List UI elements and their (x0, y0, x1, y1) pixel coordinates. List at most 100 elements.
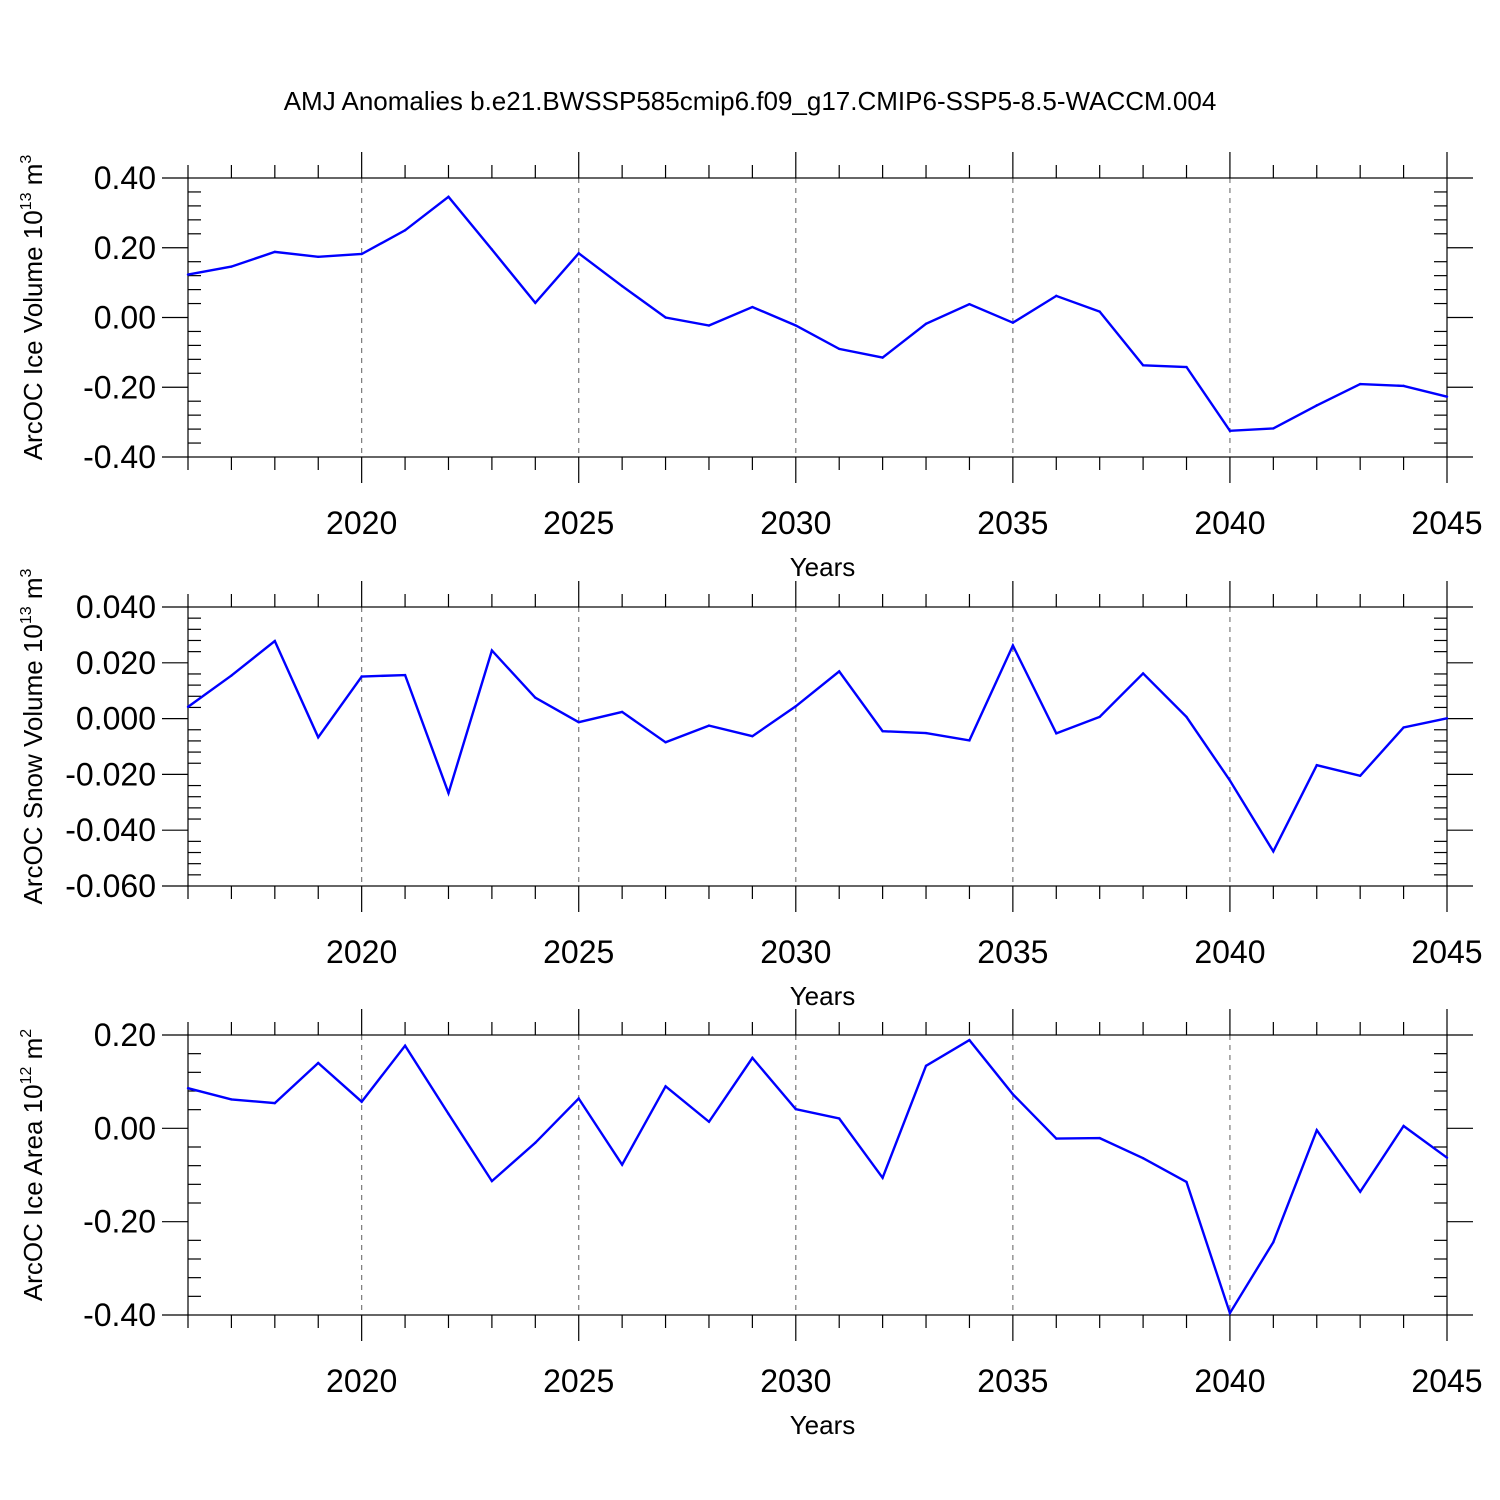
y-axis-label: ArcOC Snow Volume 1013 m3 (18, 568, 48, 904)
data-point (1272, 850, 1275, 853)
y-axis-label-superscript: 3 (18, 568, 35, 577)
data-point (664, 1085, 667, 1088)
data-point (881, 1176, 884, 1180)
data-point (1358, 774, 1362, 777)
y-axis-label: ArcOC Ice Area 1012 m2 (18, 1029, 48, 1301)
x-tick-label: 2020 (326, 934, 397, 970)
x-tick-label: 2025 (543, 505, 614, 541)
data-point (620, 710, 624, 714)
x-tick-label: 2040 (1194, 1363, 1265, 1399)
y-tick-label: 0.00 (94, 300, 156, 336)
data-point (1358, 382, 1362, 386)
data-point (881, 729, 884, 733)
data-point (490, 1179, 494, 1183)
data-point (1055, 732, 1058, 735)
y-tick-label: -0.060 (65, 868, 156, 904)
x-axis-label: Years (790, 981, 856, 1011)
data-point (664, 316, 667, 319)
data-point (1141, 672, 1145, 675)
data-point (447, 1112, 450, 1116)
chart-panel-1: 0.40 0.20 0.00 -0.20 -0.40 2020 2025 2030 2035 20… (18, 152, 1483, 582)
y-axis-label-superscript: 3 (18, 155, 35, 164)
plot-frame (187, 1034, 1448, 1316)
data-point (1315, 763, 1318, 767)
plot-frame (187, 177, 1448, 458)
data-point (707, 324, 711, 327)
y-axis-label-superscript: 2 (18, 1029, 35, 1038)
y-tick-label: 0.20 (94, 1017, 156, 1053)
data-point (1272, 1241, 1275, 1244)
y-axis-label-superscript: 13 (18, 192, 35, 210)
y-tick-label: 0.020 (76, 645, 156, 681)
data-point (620, 1163, 624, 1166)
y-axis-label-superscript: 13 (18, 606, 35, 624)
y-tick-label: -0.40 (83, 439, 156, 475)
data-point (968, 739, 971, 742)
x-tick-label: 2035 (977, 1363, 1048, 1399)
data-point (1185, 1180, 1188, 1184)
data-point (186, 273, 190, 276)
data-point (1445, 717, 1449, 720)
data-point (1445, 395, 1449, 398)
data-point (273, 250, 277, 254)
x-tick-label: 2030 (760, 934, 831, 970)
x-tick-label: 2035 (977, 505, 1048, 541)
x-tick-label: 2040 (1194, 505, 1265, 541)
data-point (751, 305, 754, 309)
data-point (1315, 1129, 1318, 1132)
data-point (838, 670, 841, 673)
y-tick-label: 0.00 (94, 1110, 156, 1146)
data-point (1272, 427, 1275, 430)
data-point (881, 356, 884, 359)
data-point (230, 674, 233, 677)
x-tick-label: 2045 (1411, 505, 1482, 541)
data-point (1358, 1190, 1362, 1194)
data-point (360, 252, 363, 256)
chart-panel-2: 0.040 0.020 0.000 -0.020 -0.040 -0.060 2020 202… (18, 568, 1483, 1011)
data-point (447, 791, 450, 795)
data-point (1055, 294, 1058, 298)
y-tick-label: -0.020 (65, 756, 156, 792)
x-tick-label: 2025 (543, 934, 614, 970)
series-line (187, 1038, 1448, 1316)
data-point (968, 303, 971, 306)
data-point (360, 675, 363, 678)
data-point (1098, 715, 1101, 719)
data-point (1011, 1093, 1015, 1096)
x-tick-label: 2045 (1411, 1363, 1482, 1399)
chart-title: AMJ Anomalies b.e21.BWSSP585cmip6.f09_g1… (284, 86, 1217, 116)
data-point (968, 1038, 971, 1042)
data-point (1185, 715, 1188, 719)
data-point (707, 1120, 711, 1124)
data-point (751, 1056, 754, 1060)
y-tick-label: -0.040 (65, 812, 156, 848)
y-axis-label-text: m (18, 1038, 48, 1067)
data-point (186, 1087, 190, 1090)
y-tick-label: -0.20 (83, 369, 156, 405)
data-point (1055, 1137, 1058, 1140)
y-axis-label: ArcOC Ice Volume 1013 m3 (18, 155, 48, 461)
data-point (534, 696, 537, 699)
data-point (403, 673, 407, 677)
plot-frame (187, 606, 1448, 887)
y-tick-label: -0.20 (83, 1204, 156, 1240)
y-axis-label-text: m (18, 577, 48, 606)
data-point (924, 322, 928, 325)
data-point (534, 1141, 537, 1145)
data-point (664, 741, 667, 744)
data-point (620, 284, 624, 288)
data-point (230, 265, 233, 268)
x-tick-label: 2025 (543, 1363, 614, 1399)
data-point (1011, 644, 1015, 647)
x-tick-label: 2035 (977, 934, 1048, 970)
x-axis-label: Years (790, 1410, 856, 1440)
y-tick-label: 0.20 (94, 230, 156, 266)
data-point (317, 736, 320, 739)
y-axis-label-superscript: 12 (18, 1067, 35, 1085)
data-point (577, 1097, 580, 1100)
data-point (1445, 1156, 1449, 1159)
data-point (1141, 1157, 1145, 1160)
data-point (1141, 364, 1145, 367)
data-point (534, 301, 537, 305)
